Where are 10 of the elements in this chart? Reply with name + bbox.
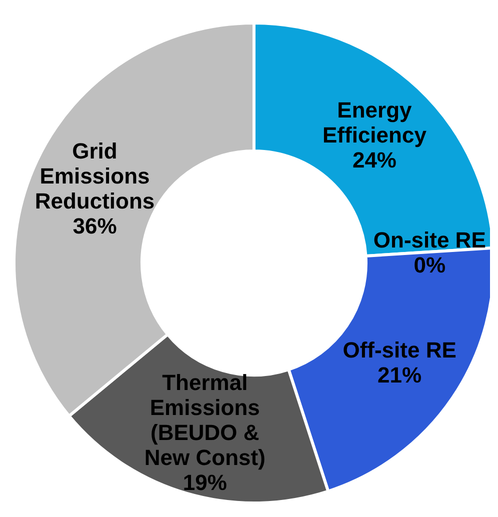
data-label: 21% [378, 362, 422, 387]
data-label: 24% [352, 147, 397, 172]
data-label: 36% [72, 213, 117, 238]
category-label: On-site RE [373, 226, 486, 252]
slice-label: Grid Emissions Reductions [34, 138, 155, 214]
data-label: 19% [182, 470, 227, 495]
text: 0% [414, 252, 446, 277]
slice-label: Energy Efficiency [322, 97, 428, 148]
slice-label: Thermal Emissions (BEUDO & New Const) [144, 370, 266, 470]
slice-label: Off-site RE [342, 336, 456, 362]
